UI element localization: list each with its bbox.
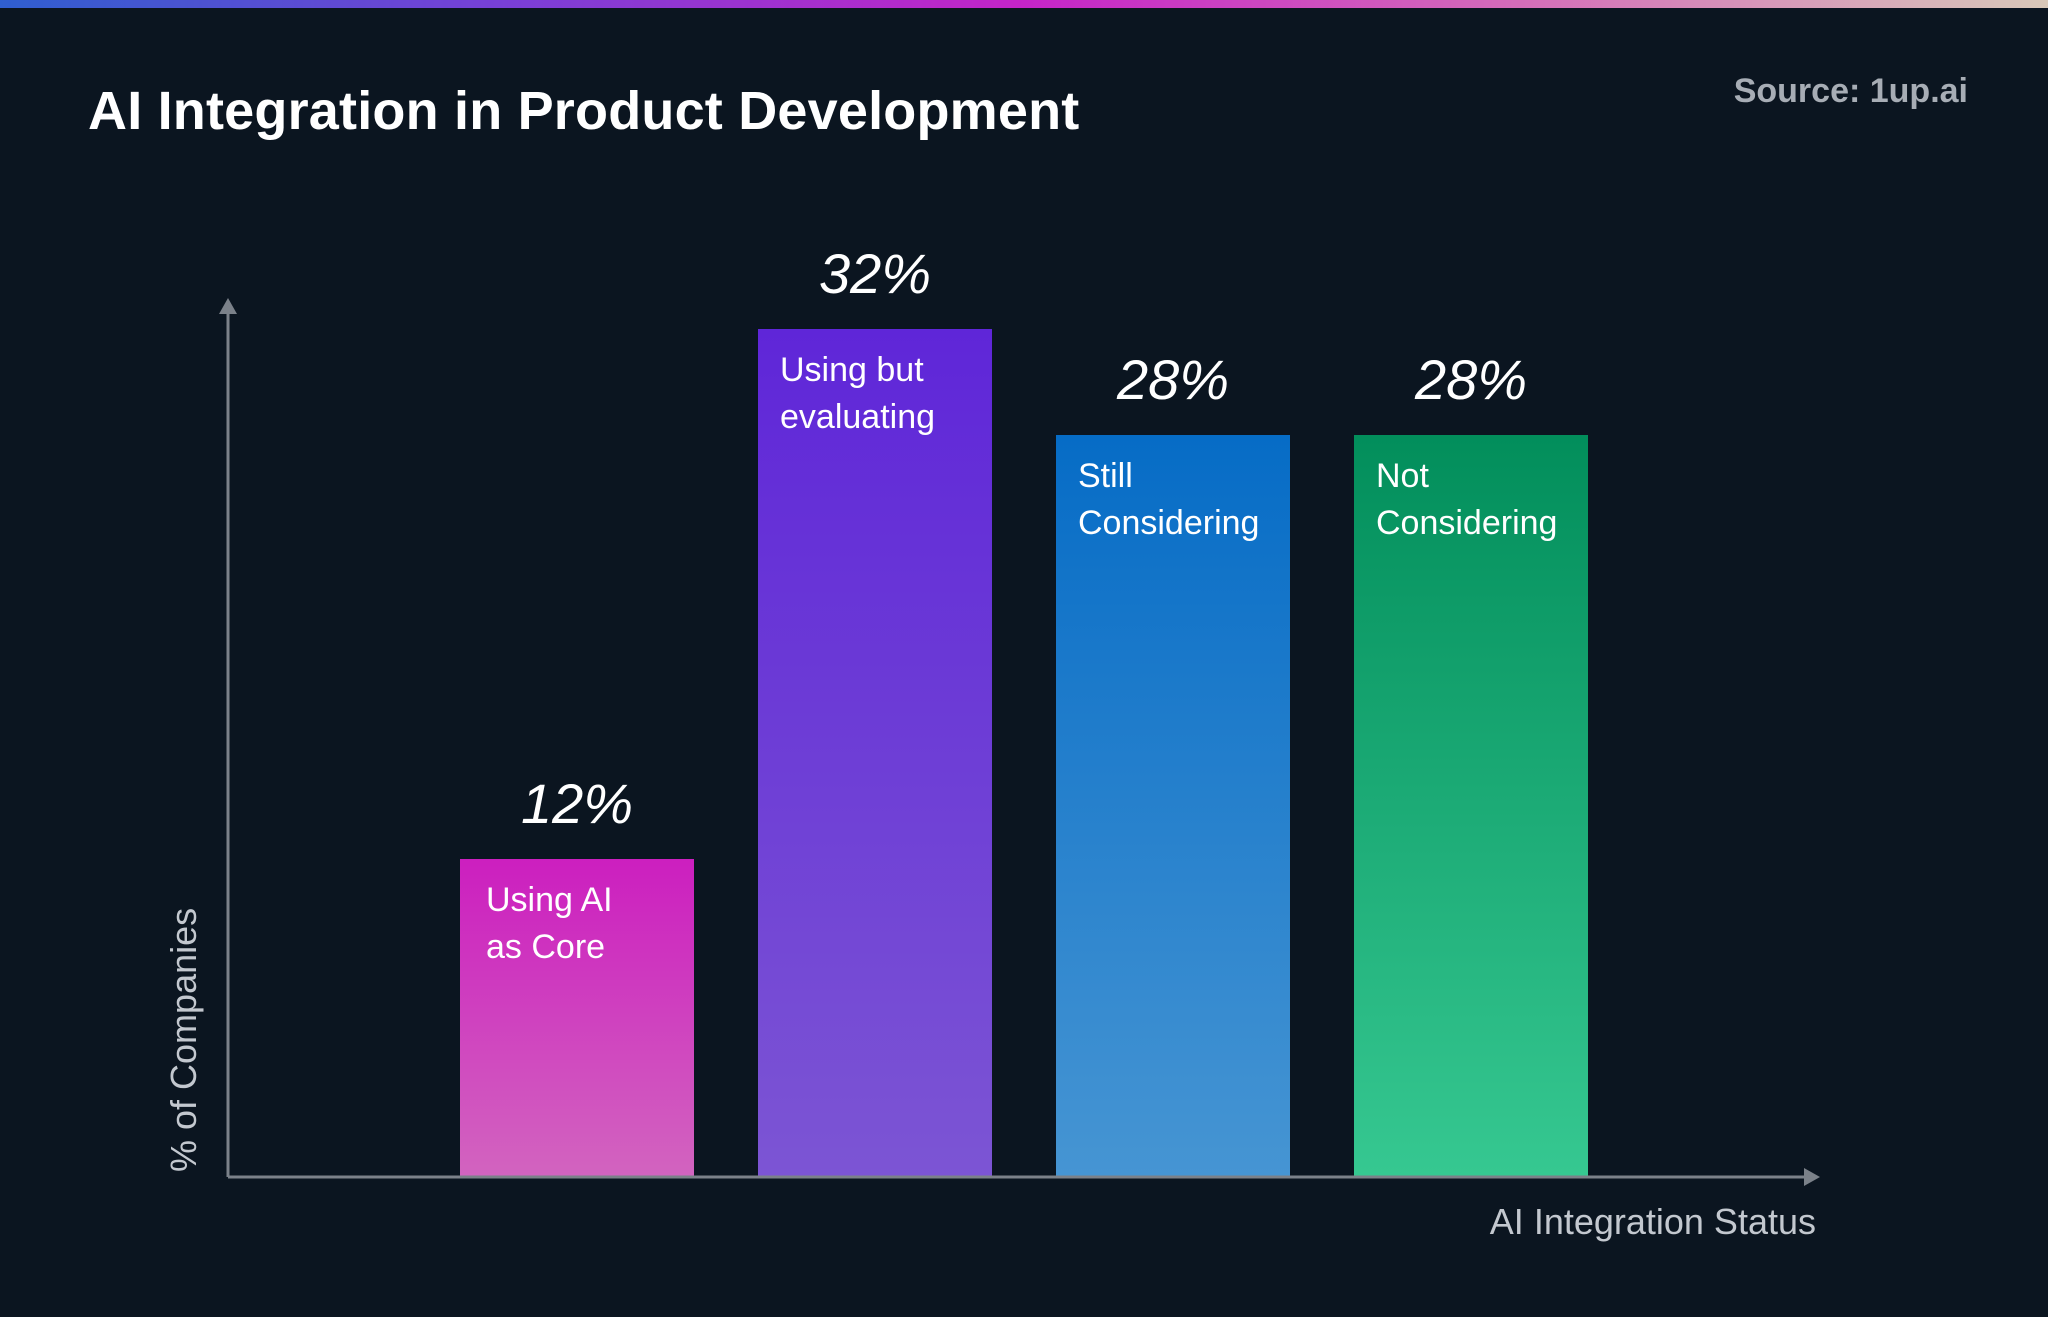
bar-category-label-1-line-2: as Core	[486, 928, 605, 966]
source-credit: Source: 1up.ai	[1733, 72, 1968, 110]
bar-4	[1354, 435, 1588, 1177]
bar-2	[758, 329, 992, 1177]
bar-category-label-2-line-1: Using but	[780, 351, 924, 389]
bar-value-label-4: 28%	[1414, 348, 1527, 411]
page-title: AI Integration in Product Development	[88, 81, 1080, 141]
bar-value-label-2: 32%	[819, 242, 931, 305]
bar-category-label-1-line-1: Using AI	[486, 881, 613, 919]
bar-category-label-3-line-2: Considering	[1078, 504, 1259, 542]
bar-category-label-4-line-2: Considering	[1376, 504, 1557, 542]
axes-layer: AI Integration Status % of Companies	[163, 298, 1820, 1242]
bar-category-label-3-line-1: Still	[1078, 457, 1133, 495]
x-axis-arrowhead	[1804, 1168, 1820, 1186]
y-axis-title: % of Companies	[163, 908, 204, 1172]
bar-3	[1056, 435, 1290, 1177]
x-axis-title: AI Integration Status	[1490, 1201, 1816, 1242]
bar-1	[460, 859, 694, 1177]
y-axis-arrowhead	[219, 298, 237, 314]
bar-category-label-2-line-2: evaluating	[780, 398, 935, 436]
bar-value-label-3: 28%	[1116, 348, 1229, 411]
bar-category-label-4-line-1: Not	[1376, 457, 1429, 495]
bar-value-label-1: 12%	[521, 772, 633, 835]
top-gradient-stripe	[0, 0, 2048, 8]
bars-layer: 12% Using AI as Core 32% Using but evaluating…	[460, 242, 1588, 1177]
